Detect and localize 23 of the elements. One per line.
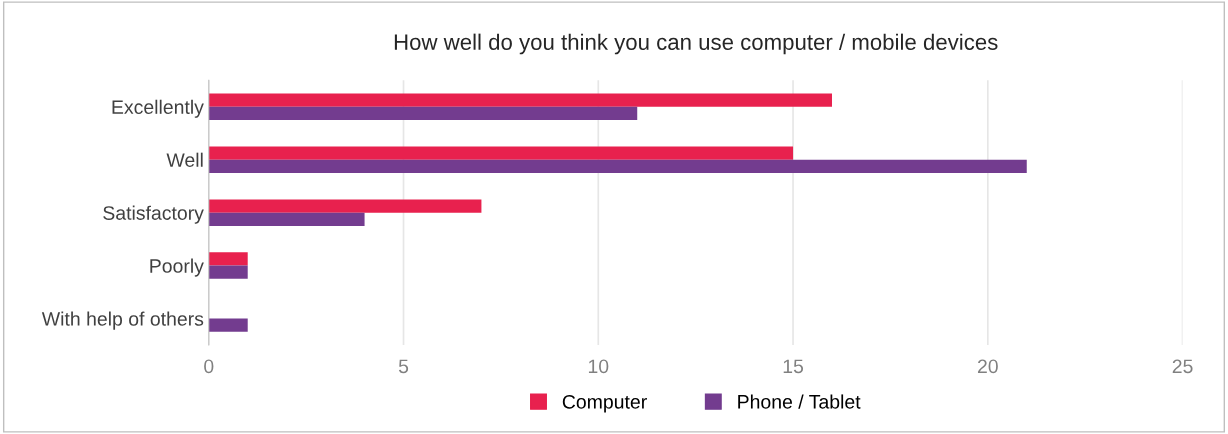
x-tick-label: 10 — [588, 359, 609, 374]
y-tick-label: Excellently — [112, 99, 204, 118]
x-tick-label: 20 — [977, 359, 998, 374]
y-tick-label: Satisfactory — [103, 205, 204, 224]
x-tick-label: 25 — [1172, 359, 1193, 374]
bar — [208, 252, 248, 266]
y-tick-label: With help of others — [41, 311, 204, 330]
bar — [208, 93, 832, 107]
bar — [208, 318, 248, 332]
x-tick-label: 5 — [398, 359, 409, 374]
bar — [208, 265, 248, 279]
bar — [208, 212, 365, 226]
y-tick-label: Well — [166, 152, 203, 167]
bar — [208, 106, 638, 120]
bar — [208, 199, 482, 213]
chart-title: How well do you think you can use computer / mobile devices — [394, 33, 998, 55]
x-tick-label: 0 — [204, 359, 214, 374]
legend-label: Computer — [562, 394, 647, 413]
legend-label: Phone / Tablet — [738, 394, 861, 409]
x-tick-label: 15 — [783, 359, 804, 374]
bar — [208, 146, 794, 160]
bar — [208, 159, 1027, 173]
y-tick-label: Poorly — [150, 258, 204, 277]
